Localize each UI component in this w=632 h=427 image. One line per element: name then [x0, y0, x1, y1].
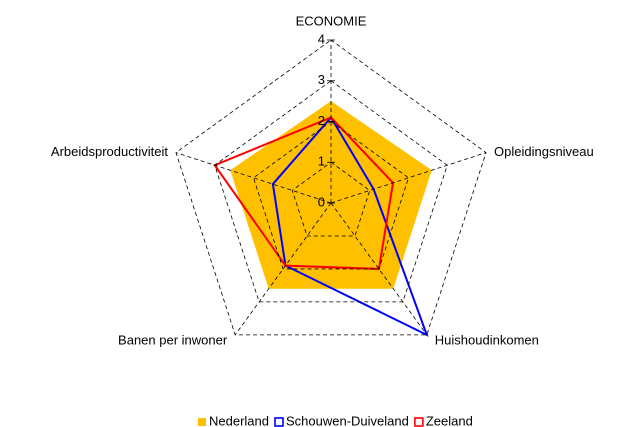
tick-label: 1	[318, 154, 325, 169]
grid-line	[175, 39, 487, 336]
spoke	[330, 152, 487, 204]
grid-line	[253, 121, 409, 270]
axis-label: Banen per inwoner	[118, 332, 228, 347]
legend-label: Zeeland	[426, 413, 473, 427]
legend-label: Nederland	[209, 413, 269, 427]
legend-swatch	[198, 418, 206, 426]
line	[271, 115, 429, 337]
axis-label: ECONOMIE	[296, 13, 367, 28]
grid-line	[214, 80, 448, 303]
tick-label: 3	[318, 72, 325, 87]
spoke	[175, 152, 332, 204]
spoke	[234, 202, 332, 336]
axis-label: Huishoudinkomen	[435, 332, 539, 347]
axis-label: Arbeidsproductiviteit	[51, 144, 168, 159]
legend-label: Schouwen-Duiveland	[286, 413, 409, 427]
tick-label: 2	[318, 113, 325, 128]
legend-swatch	[274, 417, 284, 427]
spoke	[330, 202, 428, 336]
legend-swatch	[414, 417, 424, 427]
grid-line	[291, 161, 371, 237]
tick-label: 0	[318, 194, 325, 209]
axis-label: Opleidingsniveau	[494, 144, 594, 159]
line	[213, 116, 395, 270]
tick-label: 4	[318, 31, 325, 46]
